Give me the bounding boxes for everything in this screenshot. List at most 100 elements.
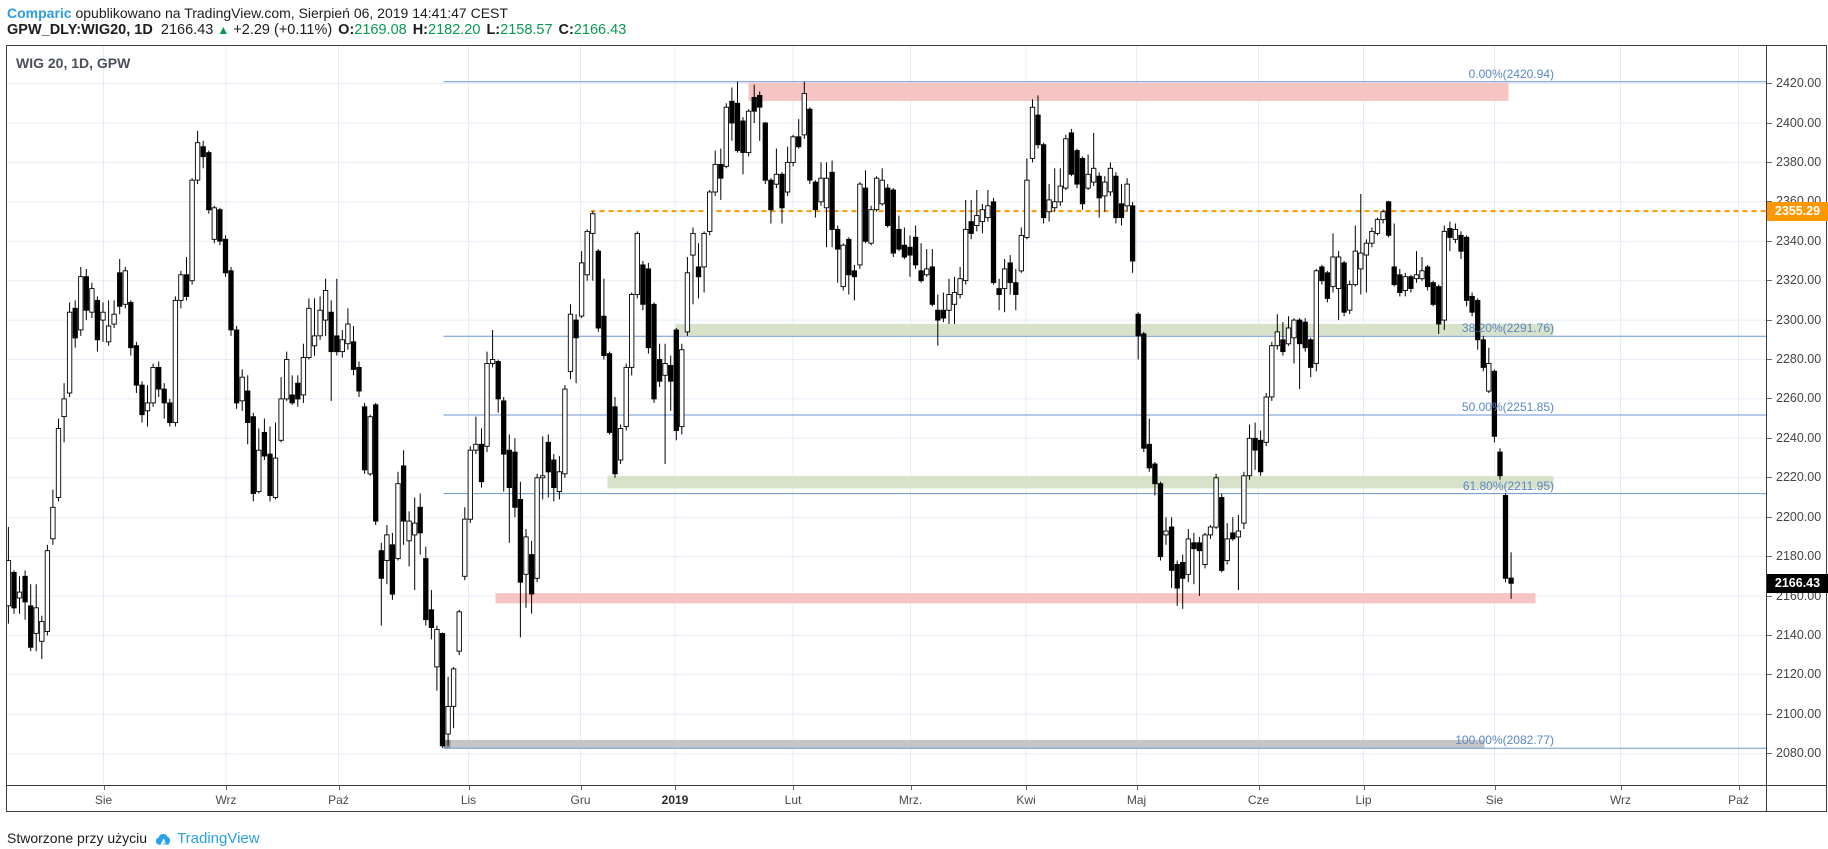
candle-up <box>1163 530 1169 536</box>
price-axis-label: 2140.00 <box>1776 627 1822 642</box>
candle-down <box>1324 272 1331 299</box>
candle-up <box>55 428 62 498</box>
candle-down <box>1013 282 1019 295</box>
zone-resistance-high <box>748 82 1509 101</box>
candle-down <box>1424 266 1431 288</box>
trend-price-badge: 2355.29 <box>1767 201 1828 221</box>
candle-up <box>450 668 457 707</box>
candle-up <box>556 471 563 492</box>
candle-up <box>790 136 796 163</box>
candle-down <box>1502 495 1509 579</box>
candle-down <box>768 179 774 211</box>
candle-down <box>1280 339 1286 353</box>
candle-down <box>1385 201 1392 236</box>
time-tick <box>103 786 105 790</box>
candle-up <box>322 290 329 321</box>
candle-up <box>284 359 290 400</box>
candle-up <box>1380 211 1386 221</box>
candle-down <box>378 550 384 579</box>
candle-up <box>489 359 496 364</box>
candle-down <box>1319 266 1325 282</box>
candle-up <box>873 177 880 211</box>
candle-down <box>1497 451 1503 477</box>
zone-fib-100-origin <box>443 739 451 748</box>
candle-up <box>690 232 696 256</box>
candle-down <box>734 102 741 152</box>
price-axis-label: 2420.00 <box>1776 76 1822 91</box>
candle-down <box>729 100 735 124</box>
candle-down <box>651 303 657 400</box>
candle-up <box>384 534 390 561</box>
candle-up <box>1057 185 1063 203</box>
candle-down <box>1168 526 1175 571</box>
candle-down <box>935 309 941 321</box>
candle-up <box>957 278 963 295</box>
candle-up <box>1285 327 1292 345</box>
candle-up <box>144 402 151 412</box>
price-axis-separator <box>1766 46 1767 812</box>
symbol-status-line: GPW_DLY:WIG20, 1D 2166.43 ▲ +2.29 (+0.11… <box>7 22 626 38</box>
time-tick <box>226 786 227 790</box>
fib-label: 38.20%(2291.76) <box>1461 321 1554 336</box>
candle-up <box>189 179 195 282</box>
credit-line: Stworzone przy użyciu TradingView <box>7 830 260 847</box>
price-plot[interactable] <box>7 46 1766 785</box>
ohlc-values: O:2169.08 H:2182.20 L:2158.57 C:2166.43 <box>332 22 626 38</box>
candle-down <box>929 266 935 305</box>
price-tick <box>1767 319 1772 321</box>
candle-down <box>757 94 763 108</box>
candle-down <box>1252 437 1258 451</box>
candle-down <box>1230 532 1236 540</box>
price-axis-label: 2380.00 <box>1776 154 1822 169</box>
price-tick <box>1767 359 1772 360</box>
candle-down <box>350 341 357 370</box>
candle-up <box>784 161 791 193</box>
credit-text: Stworzone przy użyciu <box>7 830 148 846</box>
candle-up <box>300 357 307 396</box>
attribution-line: Comparic opublikowano na TradingView.com… <box>7 5 508 21</box>
candle-up <box>1029 106 1036 159</box>
candle-down <box>912 236 919 266</box>
candle-up <box>1263 396 1269 443</box>
candle-down <box>807 108 813 181</box>
candle-up <box>1235 530 1242 538</box>
candle-down <box>1152 463 1158 485</box>
candle-down <box>183 274 190 297</box>
time-tick <box>1258 786 1260 790</box>
price-axis-label: 2280.00 <box>1776 352 1822 366</box>
price-axis-label: 2220.00 <box>1776 470 1822 485</box>
candle-up <box>1369 230 1375 244</box>
candle-up <box>963 228 969 282</box>
candle-down <box>528 554 535 595</box>
fib-label: 61.80%(2211.95) <box>1462 478 1554 493</box>
candle-up <box>1274 331 1280 347</box>
candle-up <box>306 307 312 359</box>
price-tick <box>1767 280 1772 282</box>
candle-up <box>1330 256 1336 288</box>
candle-up <box>150 366 156 404</box>
time-axis-label: Lut <box>784 793 802 807</box>
candle-up <box>111 313 117 325</box>
candle-down <box>1141 333 1147 449</box>
candle-down <box>233 329 240 404</box>
candle-down <box>1302 321 1308 349</box>
candle-up <box>1185 538 1191 575</box>
candle-up <box>1269 345 1275 398</box>
candle-up <box>562 388 568 475</box>
time-axis-label: Lip <box>1355 793 1372 807</box>
brand-name[interactable]: TradingView <box>177 830 260 847</box>
candle-down <box>968 221 974 234</box>
candle-up <box>1091 167 1097 183</box>
candle-up <box>1241 475 1247 524</box>
candle-down <box>139 384 145 416</box>
candle-down <box>1007 262 1013 284</box>
time-tick <box>338 786 340 790</box>
price-axis-label: 2400.00 <box>1776 115 1822 130</box>
time-axis-label: 2019 <box>661 793 689 807</box>
candle-up <box>1452 228 1459 240</box>
candle-down <box>1430 282 1436 305</box>
candle-down <box>334 335 340 353</box>
candle-down <box>1508 577 1514 584</box>
candle-up <box>567 313 574 372</box>
candle-up <box>1001 268 1008 290</box>
